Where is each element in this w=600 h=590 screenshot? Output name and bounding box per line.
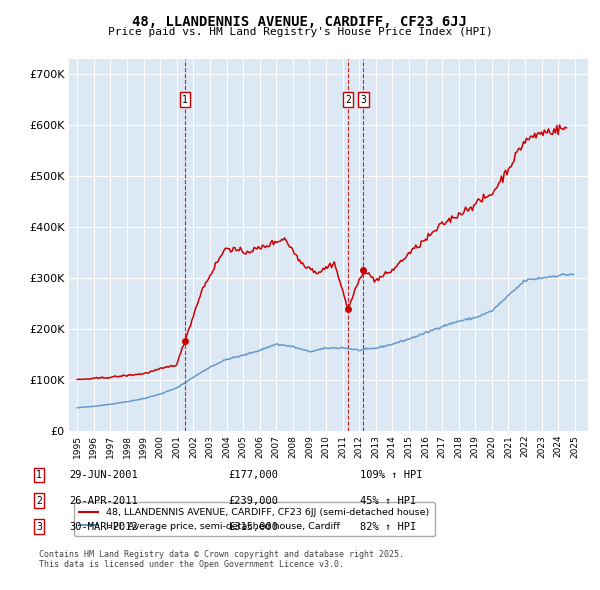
Text: Price paid vs. HM Land Registry's House Price Index (HPI): Price paid vs. HM Land Registry's House …	[107, 27, 493, 37]
Text: 3: 3	[361, 95, 366, 105]
Text: 29-JUN-2001: 29-JUN-2001	[69, 470, 138, 480]
Text: £239,000: £239,000	[228, 496, 278, 506]
Text: 1: 1	[36, 470, 42, 480]
Text: 1: 1	[182, 95, 188, 105]
Text: 45% ↑ HPI: 45% ↑ HPI	[360, 496, 416, 506]
Text: 48, LLANDENNIS AVENUE, CARDIFF, CF23 6JJ: 48, LLANDENNIS AVENUE, CARDIFF, CF23 6JJ	[133, 15, 467, 29]
Text: 30-MAR-2012: 30-MAR-2012	[69, 522, 138, 532]
Legend: 48, LLANDENNIS AVENUE, CARDIFF, CF23 6JJ (semi-detached house), HPI: Average pri: 48, LLANDENNIS AVENUE, CARDIFF, CF23 6JJ…	[74, 502, 435, 536]
Text: 109% ↑ HPI: 109% ↑ HPI	[360, 470, 422, 480]
Text: 82% ↑ HPI: 82% ↑ HPI	[360, 522, 416, 532]
Text: 3: 3	[36, 522, 42, 532]
Text: 2: 2	[345, 95, 351, 105]
Text: Contains HM Land Registry data © Crown copyright and database right 2025.
This d: Contains HM Land Registry data © Crown c…	[39, 550, 404, 569]
Text: £315,000: £315,000	[228, 522, 278, 532]
Text: 26-APR-2011: 26-APR-2011	[69, 496, 138, 506]
Text: 2: 2	[36, 496, 42, 506]
Text: £177,000: £177,000	[228, 470, 278, 480]
